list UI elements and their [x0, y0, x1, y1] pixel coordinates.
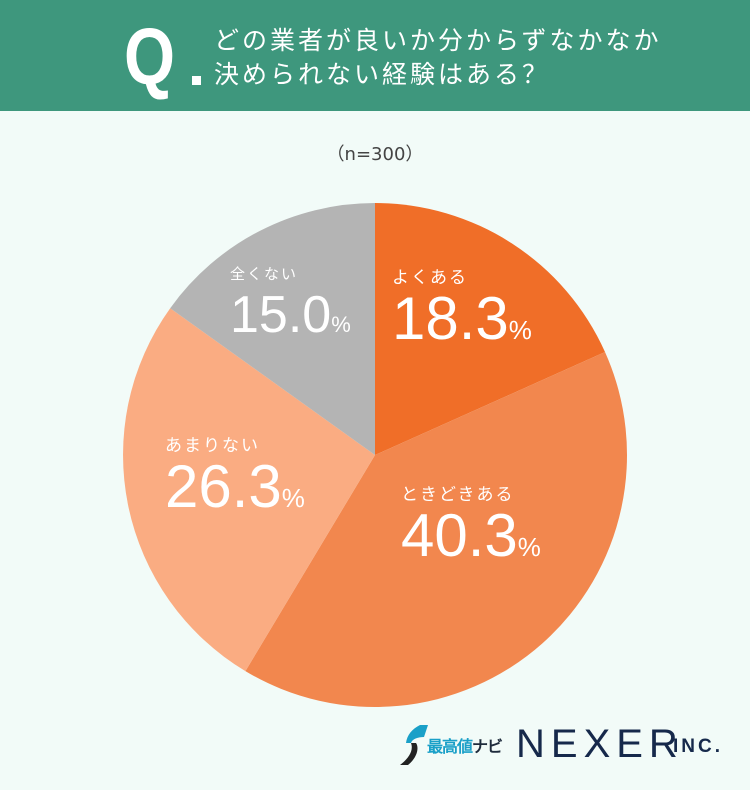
- sample-size: （n=300）: [326, 144, 424, 165]
- label-percent: %: [517, 532, 541, 562]
- label-amari-nai: あまりない 26.3%: [165, 436, 305, 518]
- label-mattaku-nai: 全くない 15.0%: [230, 264, 351, 346]
- label-value: 15.0: [230, 286, 332, 344]
- question-text: どの業者が良いか分からずなかなか 決められない経験はある？: [214, 24, 662, 92]
- label-category: よくある: [392, 268, 468, 288]
- saikouchi-navi-logo-icon: [400, 725, 428, 765]
- label-value: 18.3: [392, 285, 509, 352]
- slice-amari-nai: [123, 308, 375, 672]
- label-category: ときどきある: [401, 485, 515, 505]
- label-percent: %: [508, 315, 532, 345]
- nexer-inc: INC.: [673, 736, 723, 757]
- question-line-1: どの業者が良いか分からずなかなか: [214, 26, 662, 55]
- q-dot: [192, 76, 201, 85]
- slice-tokidoki-aru: [245, 352, 628, 707]
- label-yoku-aru: よくある 18.3%: [392, 268, 532, 350]
- brand-main: 最高値: [427, 737, 473, 756]
- label-percent: %: [281, 483, 305, 513]
- slice-mattaku-nai: [170, 203, 375, 455]
- label-tokidoki-aru: ときどきある 40.3%: [401, 485, 541, 567]
- label-percent: %: [331, 312, 351, 337]
- label-value: 26.3: [165, 453, 282, 520]
- label-category: 全くない: [230, 265, 299, 283]
- slice-yoku-aru: [375, 203, 605, 455]
- question-header: Q どの業者が良いか分からずなかなか 決められない経験はある？: [0, 0, 750, 111]
- brand-navi: ナビ: [472, 737, 503, 756]
- label-category: あまりない: [165, 436, 260, 456]
- brand-saikouchi-navi: 最高値ナビ: [427, 733, 503, 757]
- q-mark: Q: [124, 12, 176, 101]
- label-value: 40.3: [401, 502, 518, 569]
- question-line-2: 決められない経験はある？: [214, 60, 551, 89]
- nexer-logo: NEXER: [516, 722, 684, 766]
